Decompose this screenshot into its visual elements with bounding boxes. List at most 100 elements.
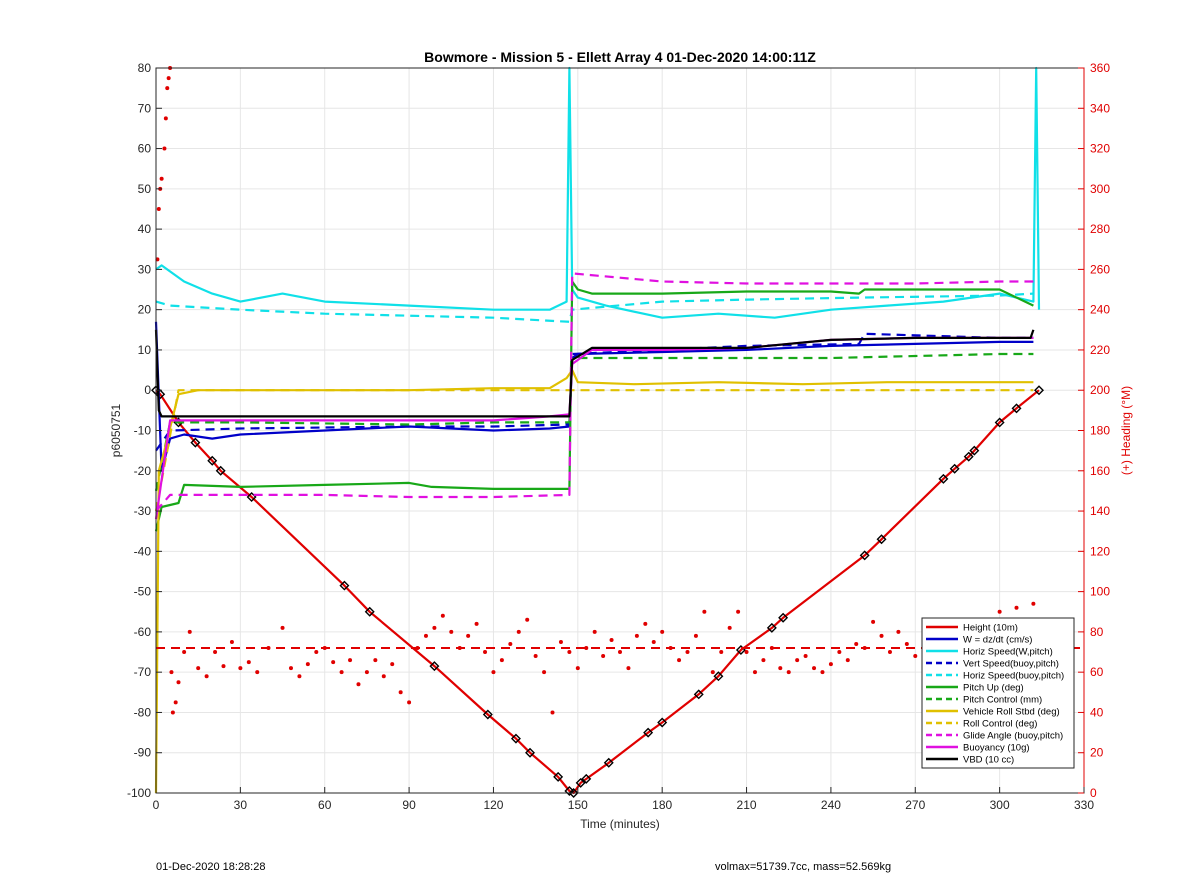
heading-point — [702, 609, 707, 614]
heading-point — [221, 664, 226, 669]
y2-tick-label: 180 — [1090, 424, 1110, 438]
heading-point — [423, 633, 428, 638]
heading-point — [156, 206, 161, 211]
heading-point — [159, 176, 164, 181]
legend-entry: Roll Control (deg) — [963, 719, 1037, 730]
y-tick-label: -100 — [127, 786, 151, 800]
y2-tick-label: 240 — [1090, 303, 1110, 317]
x-tick-label: 300 — [990, 798, 1010, 812]
heading-point — [266, 646, 271, 650]
height-marker — [482, 709, 493, 720]
y2-tick-label: 60 — [1090, 665, 1104, 679]
heading-point — [693, 633, 698, 638]
heading-point — [533, 654, 538, 659]
y2-tick-label: 320 — [1090, 142, 1110, 156]
heading-point — [575, 666, 580, 671]
heading-point — [246, 660, 251, 665]
height-marker — [553, 771, 564, 782]
y-tick-label: -80 — [134, 705, 152, 719]
height-marker — [643, 727, 654, 738]
y-tick-label: -30 — [134, 504, 152, 518]
y-tick-label: -60 — [134, 625, 152, 639]
heading-point — [483, 650, 488, 655]
heading-point — [618, 650, 622, 655]
heading-point — [744, 650, 749, 655]
heading-point — [769, 646, 774, 650]
y-axis-label: p6050751 — [109, 403, 123, 457]
heading-point — [449, 629, 454, 634]
heading-point — [390, 662, 395, 667]
heading-point — [166, 76, 171, 81]
heading-point — [887, 650, 892, 655]
series-line-7 — [154, 369, 1034, 794]
height-marker — [938, 473, 949, 484]
heading-point — [163, 116, 168, 121]
height-marker — [876, 534, 887, 545]
height-marker — [859, 550, 870, 561]
heading-point — [196, 666, 201, 671]
x-tick-label: 60 — [318, 798, 332, 812]
heading-point — [761, 658, 766, 663]
y-tick-label: -50 — [134, 585, 152, 599]
heading-point — [736, 609, 741, 614]
heading-point — [165, 86, 170, 91]
legend-box — [921, 617, 1075, 769]
y-tick-label: -10 — [134, 424, 152, 438]
y-tick-label: -90 — [134, 746, 152, 760]
height-marker — [693, 689, 704, 700]
heading-point — [660, 629, 665, 634]
height-marker — [215, 465, 226, 476]
footer-timestamp: 01-Dec-2020 18:28:28 — [156, 861, 266, 873]
chart-title: Bowmore - Mission 5 - Ellett Array 4 01-… — [424, 49, 816, 65]
heading-point — [634, 633, 639, 638]
height-marker — [339, 580, 350, 591]
x-tick-label: 240 — [821, 798, 841, 812]
height-marker — [994, 417, 1005, 428]
heading-point — [845, 658, 850, 663]
heading-point — [474, 621, 479, 626]
heading-point — [457, 646, 462, 650]
y2-tick-label: 160 — [1090, 464, 1110, 478]
heading-point — [499, 658, 504, 663]
heading-point — [786, 670, 791, 675]
heading-point — [288, 666, 293, 671]
heading-point — [204, 674, 209, 679]
y2-tick-label: 300 — [1090, 182, 1110, 196]
heading-point — [176, 680, 181, 685]
legend-entry: W = dz/dt (cm/s) — [963, 635, 1032, 646]
height-marker — [969, 445, 980, 456]
heading-point — [752, 670, 757, 675]
heading-point — [516, 629, 521, 634]
heading-point — [280, 625, 285, 630]
height-marker — [575, 777, 586, 788]
heading-point — [255, 670, 260, 675]
heading-point — [685, 650, 690, 655]
heading-point — [609, 637, 614, 642]
y2-tick-label: 80 — [1090, 625, 1104, 639]
heading-point — [626, 666, 631, 671]
x-tick-label: 330 — [1074, 798, 1094, 812]
height-marker — [364, 606, 375, 617]
heading-point — [364, 670, 369, 675]
y2-tick-label: 260 — [1090, 262, 1110, 276]
y-tick-label: 10 — [138, 343, 152, 357]
x-tick-label: 270 — [905, 798, 925, 812]
heading-point — [339, 670, 344, 675]
legend-entry: Horiz Speed(buoy,pitch) — [963, 671, 1064, 682]
heading-point — [173, 700, 178, 705]
height-marker — [603, 757, 614, 768]
height-marker — [963, 451, 974, 462]
height-marker — [1011, 403, 1022, 414]
heading-point — [407, 700, 412, 705]
y-tick-label: 70 — [138, 101, 152, 115]
height-marker — [778, 612, 789, 623]
heading-point — [862, 646, 867, 650]
series-line-4 — [155, 292, 1034, 323]
height-marker — [429, 661, 440, 672]
heading-point — [668, 646, 673, 650]
legend-entry: Height (10m) — [963, 623, 1018, 634]
heading-point — [727, 625, 732, 630]
heading-point — [348, 658, 353, 663]
heading-point — [795, 658, 800, 663]
